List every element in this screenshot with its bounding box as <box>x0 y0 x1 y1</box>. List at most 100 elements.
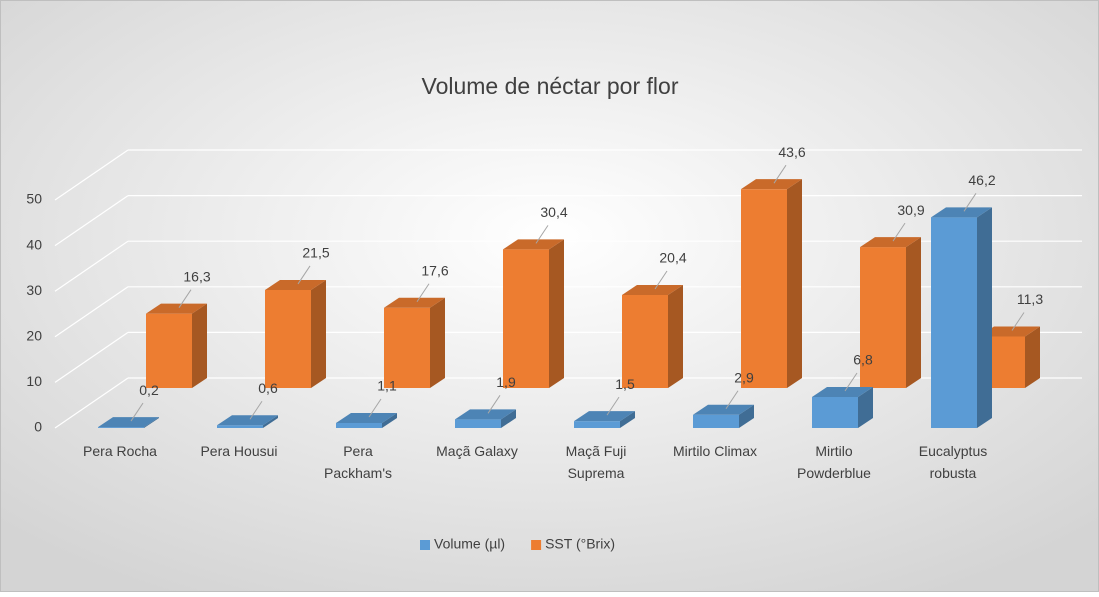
bar-top <box>98 417 159 428</box>
grid-line <box>54 149 129 201</box>
x-tick-label: Pera Packham's <box>324 443 392 481</box>
bar-front <box>693 414 739 428</box>
x-tick-label: Pera Rocha <box>83 443 157 459</box>
bar-side <box>263 415 278 428</box>
bar-side <box>739 404 754 428</box>
bar-front <box>384 307 430 388</box>
bar-side <box>549 239 564 388</box>
x-tick-label: Pera Housui <box>200 443 277 459</box>
data-label: 30,4 <box>540 204 567 220</box>
leader-line <box>416 283 430 303</box>
grid-line <box>54 331 129 383</box>
bar-side <box>977 207 992 428</box>
data-label: 6,8 <box>853 352 873 368</box>
data-label: 11,3 <box>1017 291 1043 307</box>
x-tick-label: Eucalyptus robusta <box>919 443 987 481</box>
y-tick-label: 30 <box>26 282 42 298</box>
grid-line <box>54 195 129 247</box>
bar-side <box>668 284 683 388</box>
bar-side <box>192 303 207 388</box>
bar <box>503 239 564 388</box>
leader-line <box>1011 312 1025 331</box>
leader-line <box>297 265 311 285</box>
bar-top <box>265 279 326 290</box>
bar-front <box>931 217 977 428</box>
y-tick-label: 20 <box>26 328 42 344</box>
legend-label: SST (°Brix) <box>545 536 615 552</box>
bar-top <box>503 239 564 250</box>
chart-title: Volume de néctar por flor <box>422 73 679 99</box>
data-label: 17,6 <box>421 262 448 278</box>
y-tick-label: 50 <box>26 191 42 207</box>
bar-front <box>574 421 620 428</box>
bar-side <box>787 179 802 388</box>
bar-top <box>693 404 754 415</box>
bar-side <box>144 417 159 428</box>
legend-swatch <box>531 540 542 550</box>
bar-front <box>812 396 858 428</box>
x-tick-label: Mirtilo Powderblue <box>797 443 871 481</box>
bar-top <box>860 237 921 248</box>
bar <box>931 207 992 428</box>
bar-front <box>146 313 192 388</box>
bar-side <box>620 411 635 428</box>
bar-side <box>382 412 397 428</box>
data-label: 20,4 <box>659 250 686 266</box>
leader-line <box>963 193 977 212</box>
y-tick-label: 10 <box>26 373 42 389</box>
bar-side <box>1025 326 1040 388</box>
x-tick-label: Mirtilo Climax <box>673 443 757 459</box>
bar-top <box>336 412 397 423</box>
data-label: 0,2 <box>139 382 159 398</box>
bar <box>265 279 326 388</box>
bar <box>741 179 802 388</box>
grid-line <box>54 286 129 338</box>
bar <box>812 386 873 428</box>
legend-label: Volume (µl) <box>434 536 505 552</box>
leader-line <box>773 164 787 184</box>
legend-swatch <box>420 540 430 550</box>
data-label: 1,1 <box>377 378 397 394</box>
data-label: 30,9 <box>897 202 924 218</box>
bar-side <box>906 237 921 388</box>
grid-line <box>54 377 129 429</box>
data-label: 2,9 <box>734 369 754 385</box>
bar-top <box>146 303 207 314</box>
bar-front <box>265 289 311 388</box>
bar-top <box>217 415 278 426</box>
x-tick-label: Maçã Galaxy <box>436 443 518 459</box>
bar-top <box>931 207 992 218</box>
bar-top <box>812 386 873 397</box>
leader-line <box>178 289 192 308</box>
bar-side <box>430 297 445 388</box>
data-label: 21,5 <box>302 245 329 261</box>
leader-line <box>535 225 549 244</box>
bar-top <box>979 326 1040 337</box>
leader-line <box>130 402 144 422</box>
leader-line <box>892 222 906 242</box>
bar-front <box>217 425 263 428</box>
leader-line <box>606 396 620 416</box>
bar <box>693 404 754 428</box>
bar <box>217 415 278 428</box>
leader-line <box>249 400 263 420</box>
data-label: 46,2 <box>968 172 995 188</box>
y-tick-label: 40 <box>26 236 42 252</box>
leader-line <box>844 372 858 392</box>
bar <box>860 237 921 388</box>
bar-front <box>503 249 549 388</box>
grid-line <box>54 240 129 292</box>
bar <box>336 412 397 428</box>
leader-line <box>368 398 382 418</box>
leader-line <box>725 390 739 410</box>
y-tick-label: 0 <box>34 419 42 435</box>
x-tick-label: Maçã Fuji Suprema <box>566 443 627 481</box>
bar-side <box>311 279 326 388</box>
data-label: 16,3 <box>183 268 210 284</box>
data-label: 0,6 <box>258 380 278 396</box>
data-label: 43,6 <box>778 144 805 160</box>
bar-top <box>741 179 802 190</box>
bar-top <box>455 409 516 420</box>
bar-side <box>858 386 873 428</box>
